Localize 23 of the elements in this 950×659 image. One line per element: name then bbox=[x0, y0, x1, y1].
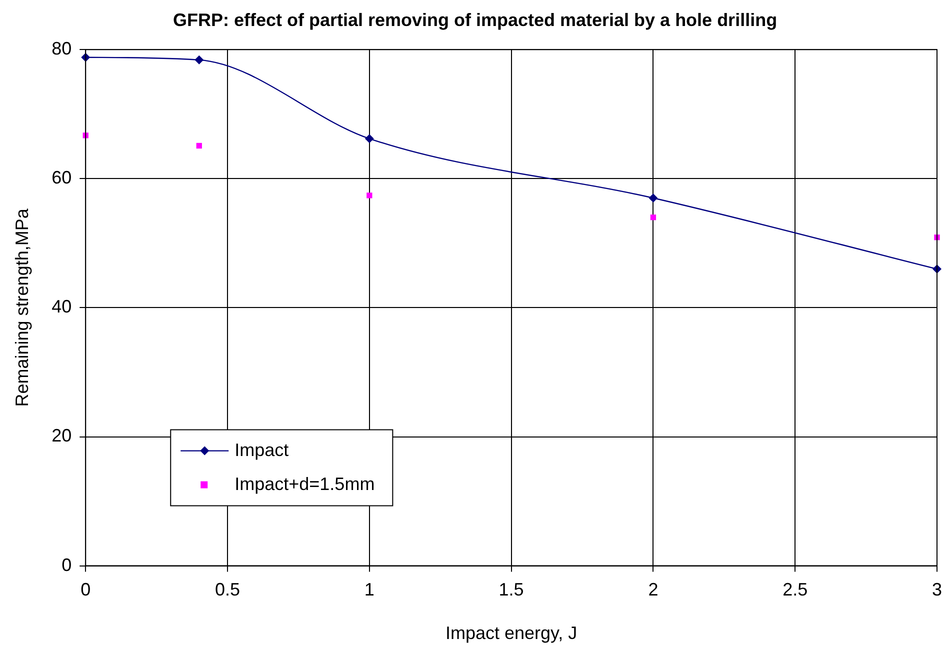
y-tick-label: 20 bbox=[52, 426, 72, 446]
point bbox=[364, 134, 374, 144]
y-tick-label: 80 bbox=[52, 38, 72, 59]
point bbox=[196, 142, 202, 149]
x-tick-label: 2 bbox=[648, 580, 658, 600]
y-axis-title: Remaining strength,MPa bbox=[12, 208, 32, 407]
x-tick-label: 1.5 bbox=[498, 580, 524, 600]
legend-label: Impact+d=1.5mm bbox=[234, 474, 375, 494]
x-tick-label: 1 bbox=[364, 580, 374, 600]
point bbox=[194, 55, 204, 64]
y-tick-label: 60 bbox=[52, 168, 72, 188]
legend-label: Impact bbox=[234, 440, 289, 460]
y-tick-label: 40 bbox=[52, 296, 72, 317]
x-tick-label: 0.5 bbox=[215, 580, 240, 600]
x-tick-label: 2.5 bbox=[782, 580, 808, 600]
x-tick-label: 3 bbox=[932, 580, 942, 600]
point bbox=[648, 194, 658, 203]
point bbox=[366, 192, 372, 198]
point bbox=[650, 214, 656, 220]
x-tick-label: 0 bbox=[80, 580, 91, 600]
y-tick-label: 0 bbox=[62, 554, 72, 575]
x-axis-title: Impact energy, J bbox=[445, 623, 578, 644]
chart-title: GFRP: effect of partial removing of impacted material by a hole drilling bbox=[172, 10, 778, 30]
